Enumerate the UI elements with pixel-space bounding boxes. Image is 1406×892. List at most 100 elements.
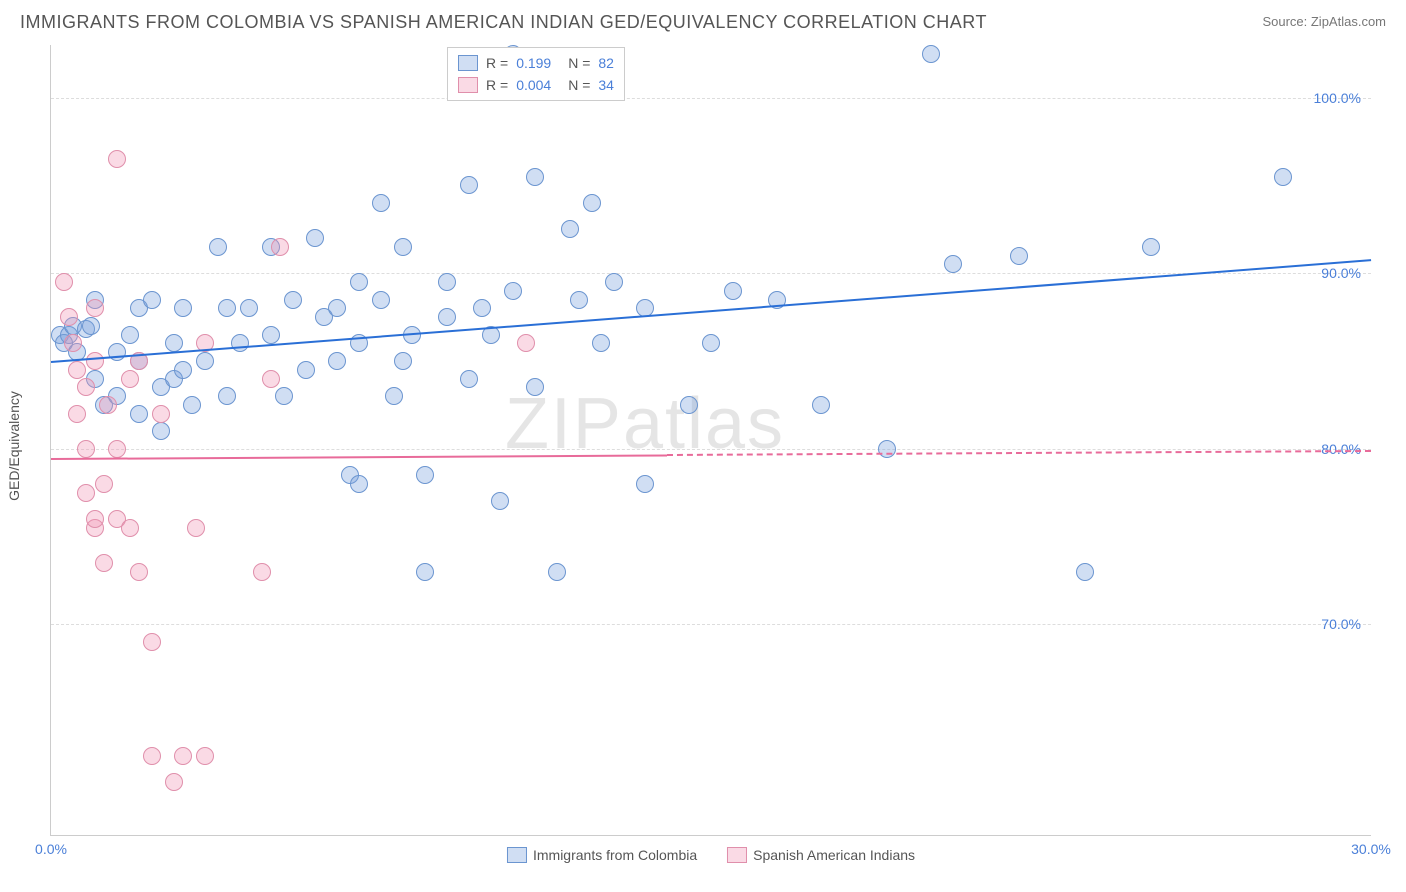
scatter-point xyxy=(1274,168,1292,186)
scatter-point xyxy=(209,238,227,256)
scatter-point xyxy=(306,229,324,247)
r-label: R = xyxy=(486,77,508,93)
scatter-point xyxy=(1076,563,1094,581)
scatter-point xyxy=(77,440,95,458)
scatter-point xyxy=(385,387,403,405)
scatter-point xyxy=(68,405,86,423)
scatter-point xyxy=(86,510,104,528)
scatter-point xyxy=(944,255,962,273)
scatter-point xyxy=(605,273,623,291)
scatter-point xyxy=(68,361,86,379)
scatter-point xyxy=(108,150,126,168)
grid-line xyxy=(51,449,1371,450)
legend-item: Immigrants from Colombia xyxy=(507,847,697,863)
scatter-point xyxy=(922,45,940,63)
scatter-point xyxy=(1010,247,1028,265)
scatter-point xyxy=(121,326,139,344)
series-name: Immigrants from Colombia xyxy=(533,847,697,863)
scatter-point xyxy=(592,334,610,352)
scatter-point xyxy=(262,326,280,344)
scatter-point xyxy=(636,475,654,493)
scatter-point xyxy=(517,334,535,352)
scatter-point xyxy=(218,387,236,405)
scatter-point xyxy=(108,343,126,361)
grid-line xyxy=(51,98,1371,99)
scatter-point xyxy=(271,238,289,256)
correlation-legend: R =0.199N =82R =0.004N =34 xyxy=(447,47,625,101)
grid-line xyxy=(51,624,1371,625)
scatter-point xyxy=(130,563,148,581)
scatter-point xyxy=(143,747,161,765)
legend-swatch xyxy=(727,847,747,863)
scatter-point xyxy=(99,396,117,414)
scatter-point xyxy=(253,563,271,581)
scatter-point xyxy=(284,291,302,309)
scatter-point xyxy=(491,492,509,510)
r-value: 0.199 xyxy=(516,55,560,71)
scatter-point xyxy=(350,273,368,291)
source-attribution: Source: ZipAtlas.com xyxy=(1262,14,1386,29)
n-value: 82 xyxy=(598,55,614,71)
scatter-point xyxy=(724,282,742,300)
scatter-point xyxy=(275,387,293,405)
legend-swatch xyxy=(507,847,527,863)
scatter-point xyxy=(55,273,73,291)
scatter-point xyxy=(394,238,412,256)
scatter-point xyxy=(165,773,183,791)
n-label: N = xyxy=(568,55,590,71)
scatter-point xyxy=(328,352,346,370)
scatter-point xyxy=(183,396,201,414)
y-tick-label: 70.0% xyxy=(1321,616,1361,632)
scatter-point xyxy=(372,291,390,309)
scatter-point xyxy=(165,334,183,352)
scatter-point xyxy=(297,361,315,379)
scatter-point xyxy=(143,633,161,651)
scatter-point xyxy=(548,563,566,581)
legend-swatch xyxy=(458,55,478,71)
x-tick-label: 0.0% xyxy=(35,841,67,857)
r-value: 0.004 xyxy=(516,77,560,93)
scatter-point xyxy=(174,361,192,379)
scatter-point xyxy=(143,291,161,309)
legend-row: R =0.004N =34 xyxy=(458,74,614,96)
scatter-point xyxy=(196,352,214,370)
scatter-point xyxy=(526,378,544,396)
scatter-point xyxy=(473,299,491,317)
chart-title: IMMIGRANTS FROM COLOMBIA VS SPANISH AMER… xyxy=(20,12,987,33)
scatter-point xyxy=(231,334,249,352)
scatter-point xyxy=(86,352,104,370)
legend-item: Spanish American Indians xyxy=(727,847,915,863)
scatter-point xyxy=(812,396,830,414)
series-name: Spanish American Indians xyxy=(753,847,915,863)
scatter-point xyxy=(86,299,104,317)
legend-row: R =0.199N =82 xyxy=(458,52,614,74)
y-tick-label: 80.0% xyxy=(1321,441,1361,457)
legend-swatch xyxy=(458,77,478,93)
scatter-point xyxy=(130,405,148,423)
y-axis-label: GED/Equivalency xyxy=(6,391,22,501)
scatter-point xyxy=(95,475,113,493)
scatter-point xyxy=(460,176,478,194)
scatter-point xyxy=(416,563,434,581)
series-legend: Immigrants from Colombia Spanish American… xyxy=(507,847,915,863)
scatter-point xyxy=(108,440,126,458)
scatter-point xyxy=(460,370,478,388)
scatter-point xyxy=(561,220,579,238)
scatter-point xyxy=(583,194,601,212)
scatter-point xyxy=(121,370,139,388)
y-tick-label: 90.0% xyxy=(1321,265,1361,281)
scatter-point xyxy=(394,352,412,370)
scatter-plot: ZIPatlas 70.0%80.0%90.0%100.0%0.0%30.0%R… xyxy=(50,45,1371,836)
scatter-point xyxy=(570,291,588,309)
scatter-point xyxy=(82,317,100,335)
scatter-point xyxy=(60,308,78,326)
scatter-point xyxy=(1142,238,1160,256)
scatter-point xyxy=(152,405,170,423)
scatter-point xyxy=(438,308,456,326)
scatter-point xyxy=(174,299,192,317)
scatter-point xyxy=(350,475,368,493)
scatter-point xyxy=(702,334,720,352)
scatter-point xyxy=(504,282,522,300)
trend-line xyxy=(51,454,667,460)
y-tick-label: 100.0% xyxy=(1314,90,1361,106)
